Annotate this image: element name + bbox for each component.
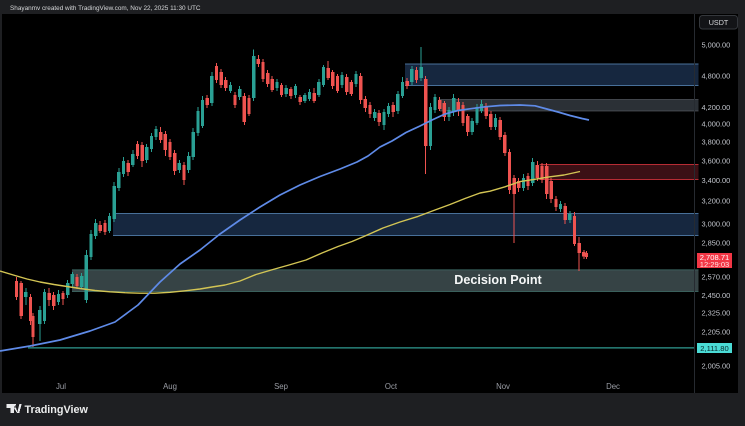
svg-text:Aug: Aug (163, 382, 177, 391)
svg-text:2,570.00: 2,570.00 (702, 273, 731, 282)
svg-text:3,400.00: 3,400.00 (702, 176, 731, 185)
svg-text:TradingView: TradingView (25, 404, 89, 416)
svg-text:3,000.00: 3,000.00 (702, 220, 731, 229)
svg-text:2,708.71: 2,708.71 (700, 253, 730, 262)
svg-text:2,005.00: 2,005.00 (702, 362, 731, 371)
svg-text:4,000.00: 4,000.00 (702, 120, 731, 129)
svg-text:Nov: Nov (496, 382, 510, 391)
svg-text:2,450.00: 2,450.00 (702, 291, 731, 300)
svg-text:12:29:03: 12:29:03 (700, 260, 730, 269)
svg-text:4,800.00: 4,800.00 (702, 72, 731, 81)
svg-text:Jul: Jul (56, 382, 66, 391)
svg-text:Shayanmv created with TradingV: Shayanmv created with TradingView.com, N… (10, 5, 201, 12)
svg-text:2,325.00: 2,325.00 (702, 309, 731, 318)
svg-text:4,200.00: 4,200.00 (702, 103, 731, 112)
svg-text:2,850.00: 2,850.00 (702, 239, 731, 248)
svg-text:2,205.00: 2,205.00 (702, 328, 731, 337)
svg-text:3,600.00: 3,600.00 (702, 157, 731, 166)
svg-text:3,200.00: 3,200.00 (702, 197, 731, 206)
svg-text:Oct: Oct (385, 382, 398, 391)
svg-text:3,800.00: 3,800.00 (702, 138, 731, 147)
svg-text:Sep: Sep (274, 382, 289, 391)
svg-text:Dec: Dec (606, 382, 620, 391)
svg-text:USDT: USDT (709, 18, 729, 27)
svg-text:2,111.80: 2,111.80 (700, 344, 728, 353)
svg-text:5,000.00: 5,000.00 (702, 41, 731, 50)
svg-text:Decision Point: Decision Point (454, 273, 542, 287)
